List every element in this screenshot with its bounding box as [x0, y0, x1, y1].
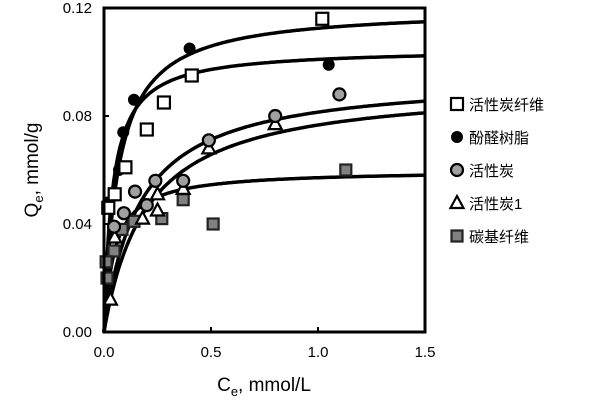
legend-label: 酚醛树脂	[469, 130, 529, 147]
x-axis-label: Ce, mmol/L	[217, 375, 311, 399]
data-point	[100, 271, 114, 285]
data-point	[99, 255, 113, 269]
data-point	[183, 42, 196, 55]
y-tick-label: 0.08	[63, 108, 92, 125]
plot-frame	[102, 6, 427, 334]
data-point	[107, 187, 122, 202]
data-point	[206, 217, 220, 231]
y-tick-label: 0.00	[63, 324, 92, 341]
data-point	[149, 201, 166, 217]
fit-curve	[102, 111, 426, 333]
data-point	[268, 108, 283, 124]
data-point	[149, 184, 166, 201]
legend-marker	[450, 229, 464, 243]
data-point	[106, 219, 122, 234]
data-point	[148, 173, 163, 188]
data-point	[107, 244, 121, 258]
data-point	[134, 209, 151, 225]
data-points	[99, 11, 353, 306]
legend-label: 活性炭纤维	[469, 97, 544, 114]
legend-label: 碳基纤维	[469, 229, 529, 246]
fit-curve	[102, 54, 425, 333]
data-point	[176, 193, 190, 207]
x-tick-label: 0.5	[201, 344, 222, 361]
x-tick-label: 1.5	[415, 344, 436, 361]
data-point	[106, 228, 124, 244]
data-point	[139, 198, 154, 213]
legend-marker	[451, 131, 463, 143]
x-tick-label: 0.0	[94, 344, 115, 361]
data-point	[176, 173, 191, 188]
data-point	[118, 160, 133, 175]
x-tick-label: 1.0	[308, 344, 329, 361]
data-point	[322, 58, 335, 71]
data-point	[332, 87, 347, 102]
data-point	[184, 68, 199, 83]
legend-marker	[449, 162, 465, 178]
y-tick-label: 0.12	[63, 0, 92, 17]
y-axis-label: Qe, mmol/g	[22, 123, 46, 218]
legend-marker	[448, 193, 466, 210]
y-tick-label: 0.04	[63, 216, 92, 233]
data-point	[117, 126, 130, 139]
data-point	[127, 93, 140, 106]
legend-marker	[449, 96, 465, 112]
data-point	[127, 184, 143, 199]
fit-curve	[102, 20, 426, 333]
data-point	[156, 95, 172, 110]
data-point	[139, 122, 154, 137]
axis-ticks: 0.0 0.5 1.0 1.5 0.00 0.04 0.08 0.12	[63, 0, 436, 361]
legend-label: 活性炭	[469, 163, 514, 180]
data-point	[339, 163, 353, 177]
data-point	[201, 133, 216, 148]
data-point	[315, 11, 330, 26]
legend-label: 活性炭1	[469, 196, 522, 213]
data-point	[102, 290, 119, 306]
data-point	[116, 206, 132, 221]
